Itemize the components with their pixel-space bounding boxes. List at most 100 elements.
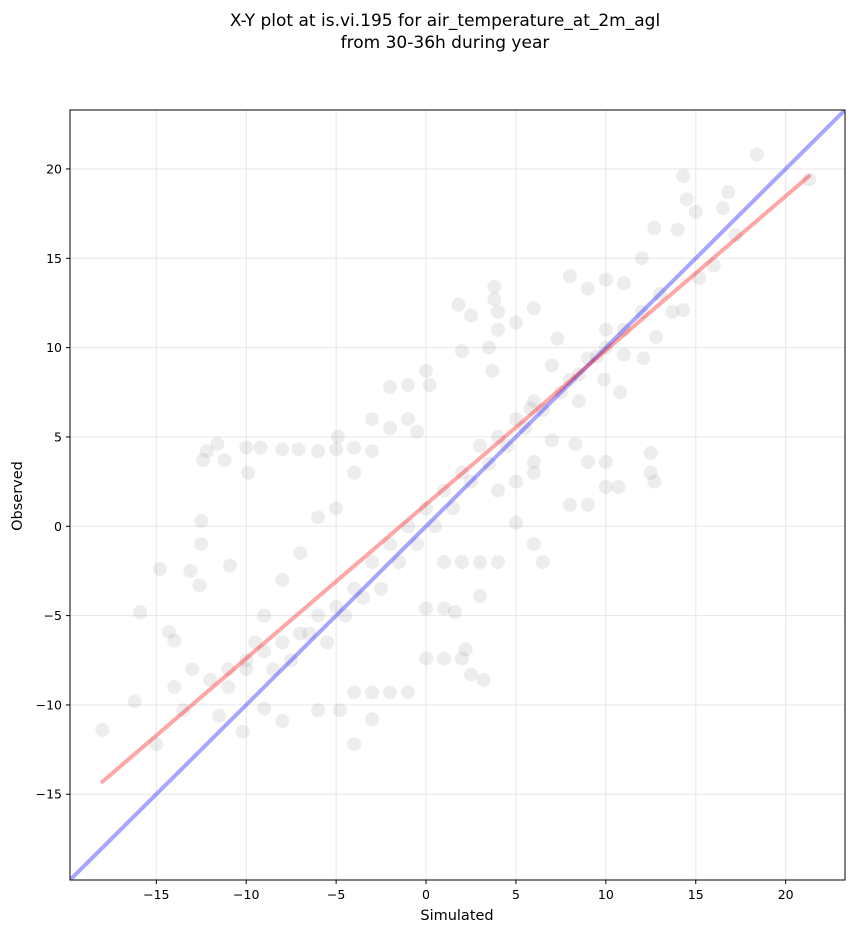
data-point [580, 351, 595, 366]
data-point [332, 703, 347, 718]
y-tick-label: 0 [54, 519, 62, 534]
data-point [329, 442, 344, 457]
x-axis-label: Simulated [420, 908, 493, 924]
data-point [185, 662, 200, 677]
data-point [487, 292, 502, 307]
x-tick-label: −15 [143, 887, 169, 902]
data-point [365, 444, 380, 459]
data-point [526, 537, 541, 552]
data-point [266, 662, 281, 677]
data-point [293, 626, 308, 641]
data-point [383, 685, 398, 700]
data-point [253, 440, 268, 455]
data-point [428, 519, 443, 534]
y-tick-label: 15 [46, 251, 62, 266]
data-point [347, 440, 362, 455]
data-point [149, 737, 164, 752]
chart-title-line-1: X-Y plot at is.vi.195 for air_temperatur… [230, 11, 660, 31]
data-point [419, 601, 434, 616]
data-point [490, 429, 505, 444]
x-tick-label: 10 [598, 887, 614, 902]
data-point [167, 633, 182, 648]
data-point [239, 653, 254, 668]
x-tick-label: 20 [778, 887, 794, 902]
data-point [728, 228, 743, 243]
data-point [437, 483, 452, 498]
data-point [401, 519, 416, 534]
data-point [196, 453, 211, 468]
data-point [598, 454, 613, 469]
data-point [221, 662, 236, 677]
data-point [275, 635, 290, 650]
x-axis-ticks: −15 −10 −5 0 5 10 15 20 [143, 880, 794, 902]
data-point [235, 724, 250, 739]
data-point [508, 515, 523, 530]
data-points [95, 147, 817, 752]
data-point [598, 340, 613, 355]
x-tick-label: −5 [327, 887, 345, 902]
data-point [365, 554, 380, 569]
data-point [481, 340, 496, 355]
x-tick-label: −10 [233, 887, 259, 902]
data-point [419, 363, 434, 378]
data-point [194, 513, 209, 528]
data-point [223, 558, 238, 573]
data-point [302, 626, 317, 641]
data-point [597, 372, 612, 387]
data-point [356, 590, 371, 605]
fit-lines [70, 110, 845, 880]
data-point [636, 351, 651, 366]
data-point [535, 403, 550, 418]
data-point [643, 446, 658, 461]
data-point [652, 287, 667, 302]
data-point [481, 456, 496, 471]
data-point [338, 608, 353, 623]
data-point [221, 680, 236, 695]
data-point [311, 444, 326, 459]
data-point [330, 429, 345, 444]
data-point [463, 474, 478, 489]
data-point [347, 465, 362, 480]
data-point [550, 331, 565, 346]
data-point [127, 694, 142, 709]
y-tick-label: 10 [46, 340, 62, 355]
x-tick-label: 0 [422, 887, 430, 902]
data-point [152, 562, 167, 577]
data-point [383, 379, 398, 394]
data-point [490, 304, 505, 319]
data-point [487, 279, 502, 294]
chart-title-line-2: from 30-36h during year [341, 33, 550, 53]
data-point [616, 322, 631, 337]
data-point [647, 220, 662, 235]
data-point [580, 454, 595, 469]
data-point [329, 501, 344, 516]
data-point [447, 605, 462, 620]
data-point [203, 672, 218, 687]
data-point [454, 344, 469, 359]
data-point [463, 308, 478, 323]
data-point [210, 437, 225, 452]
data-point [383, 537, 398, 552]
grid-lines [70, 110, 845, 880]
data-point [568, 437, 583, 452]
data-point [217, 453, 232, 468]
data-point [485, 363, 500, 378]
data-point [616, 276, 631, 291]
data-point [437, 601, 452, 616]
data-point [692, 270, 707, 285]
data-point [526, 454, 541, 469]
data-point [634, 251, 649, 266]
data-point [410, 537, 425, 552]
data-point [311, 703, 326, 718]
data-point [526, 301, 541, 316]
data-point [257, 701, 272, 716]
plot-frame [69, 109, 846, 881]
data-point [679, 192, 694, 207]
data-point [383, 421, 398, 436]
data-point [401, 685, 416, 700]
y-tick-label: −10 [36, 697, 62, 712]
data-point [676, 303, 691, 318]
data-point [517, 421, 532, 436]
data-point [553, 385, 568, 400]
